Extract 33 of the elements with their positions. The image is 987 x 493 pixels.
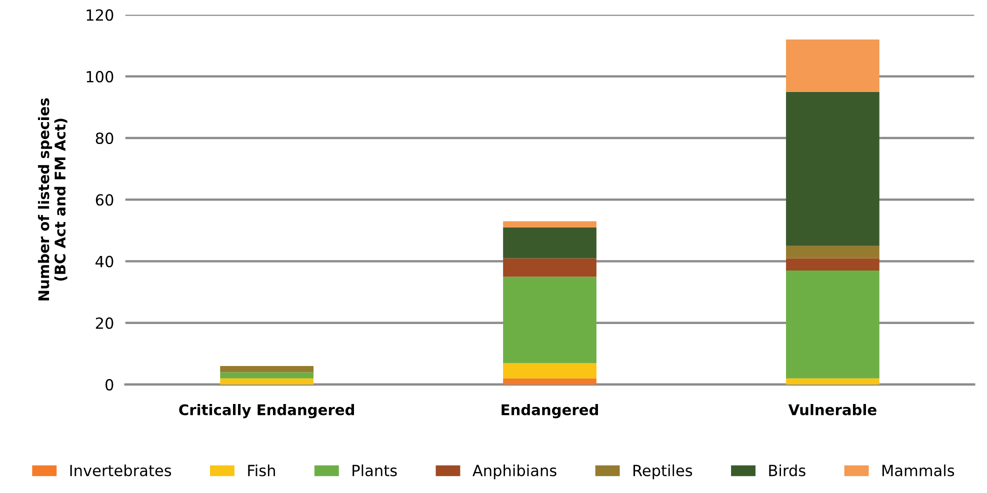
bar: [786, 258, 880, 271]
bar: [220, 378, 314, 385]
bar: [503, 378, 596, 385]
y-tick-label: 60: [96, 194, 114, 206]
legend-label: Mammals: [882, 464, 954, 476]
legend-label: Plants: [352, 464, 397, 476]
x-tick-label: Vulnerable: [788, 404, 876, 416]
y-tick-label: 100: [86, 70, 114, 82]
bar: [786, 378, 880, 385]
legend-label: Anphibians: [472, 464, 556, 480]
bar: [786, 92, 880, 246]
legend-label: Invertebrates: [70, 464, 172, 476]
y-tick-label: 20: [96, 317, 114, 329]
x-tick-label: Endangered: [502, 404, 598, 418]
bar: [503, 258, 596, 277]
bar: [786, 39, 880, 92]
legend-label: Reptiles: [633, 464, 692, 480]
bar: [503, 221, 596, 228]
y-tick-label: 0: [106, 379, 114, 391]
legend-label: Birds: [769, 464, 806, 476]
bar: [786, 270, 880, 378]
y-tick-label: 80: [96, 132, 114, 144]
bar: [503, 227, 596, 258]
bar: [220, 372, 314, 378]
bar: [220, 366, 314, 372]
bar: [503, 276, 596, 363]
bar: [503, 362, 596, 378]
bar: [786, 246, 880, 258]
y-tick-label: 40: [96, 256, 114, 268]
y-tick-label: 120: [86, 9, 114, 21]
y-axis-title: Number of listed species (BC Act and FM Act): [38, 98, 68, 300]
x-tick-label: Critically Endangered: [179, 404, 354, 418]
legend-label: Fish: [248, 464, 275, 476]
